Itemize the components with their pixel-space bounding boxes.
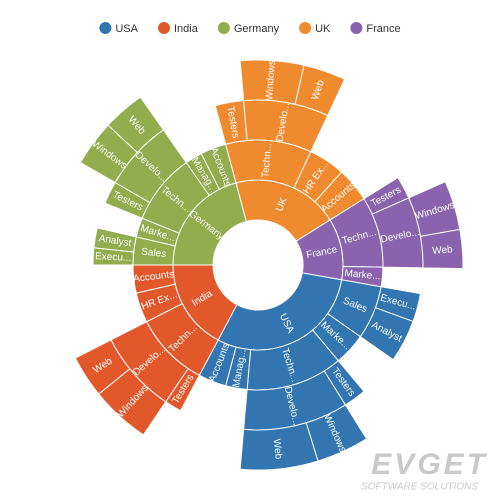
legend-label: France	[366, 23, 400, 35]
segment-label: Analyst	[98, 233, 132, 249]
legend-label: UK	[315, 23, 331, 35]
segment-label: Execu...	[95, 251, 132, 264]
segment-label: Accounts	[133, 269, 175, 285]
legend-marker	[99, 22, 112, 34]
country-label: UK	[274, 196, 289, 213]
legend-marker	[157, 22, 170, 34]
legend-item[interactable]: UK	[299, 22, 331, 35]
legend-label: Germany	[234, 23, 280, 35]
leaf-arc[interactable]	[419, 228, 464, 270]
legend-label: USA	[115, 23, 138, 35]
legend-item[interactable]: France	[350, 22, 401, 35]
legend-item[interactable]: India	[157, 22, 199, 35]
legend-marker	[299, 22, 312, 34]
legend-item[interactable]: Germany	[217, 22, 280, 35]
legend-item[interactable]: USA	[99, 22, 139, 35]
watermark-title: EVGET	[371, 448, 488, 481]
legend-marker	[350, 22, 363, 34]
segment-label: Techn...	[260, 142, 274, 178]
leaf-arc[interactable]	[294, 64, 346, 117]
segment-label: Marke...	[344, 268, 381, 282]
leaf-arc[interactable]	[239, 422, 319, 471]
leaf-arc[interactable]	[341, 265, 384, 288]
segment-label: Web	[271, 438, 284, 460]
segment-label: Windows	[264, 60, 278, 101]
legend-marker	[217, 22, 230, 34]
segment-label: Sales	[141, 246, 167, 260]
leaf-arc[interactable]	[107, 96, 165, 154]
leaf-arc[interactable]	[359, 307, 414, 361]
leaf-arc[interactable]	[74, 339, 131, 395]
watermark-subtitle: SOFTWARE SOLUTIONS	[361, 482, 478, 493]
legend-label: India	[174, 23, 199, 35]
segment-label: Web	[432, 244, 454, 257]
legend: USA India Germany UK France	[99, 22, 401, 35]
